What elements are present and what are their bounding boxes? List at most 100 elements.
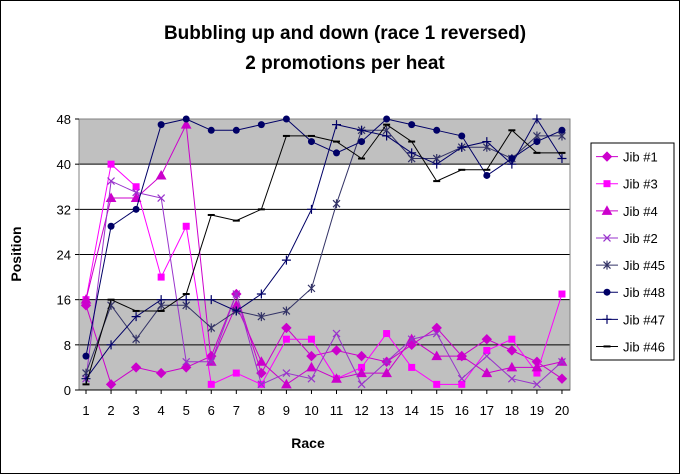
data-point	[206, 295, 216, 305]
data-point	[107, 222, 115, 230]
data-point	[306, 350, 317, 362]
data-point	[482, 352, 491, 361]
data-point	[157, 273, 165, 281]
series-jib-46	[82, 123, 566, 386]
legend-box	[590, 142, 675, 361]
data-point	[256, 289, 266, 299]
data-point	[256, 356, 267, 366]
data-point	[157, 194, 166, 202]
series-line	[85, 123, 562, 385]
data-point	[281, 255, 291, 265]
data-point	[383, 115, 391, 123]
x-tick-label: 19	[530, 403, 544, 418]
x-tick-label: 15	[429, 403, 443, 418]
legend-label: Jib #45	[623, 258, 665, 273]
data-point	[506, 345, 518, 356]
series-jib-2	[82, 177, 566, 389]
legend-marker	[603, 180, 611, 188]
x-tick-label: 14	[404, 403, 418, 418]
data-point	[383, 330, 391, 338]
x-tick-label: 3	[132, 403, 139, 418]
data-point	[132, 334, 141, 344]
data-point	[407, 335, 416, 344]
data-point	[182, 222, 190, 230]
legend-label: Jib #48	[623, 285, 665, 300]
data-point	[307, 138, 315, 146]
data-point	[558, 126, 566, 134]
legend-marker	[603, 234, 611, 242]
y-tick-label: 32	[57, 202, 71, 217]
data-point	[332, 120, 342, 130]
data-point	[358, 363, 366, 371]
x-tick-label: 4	[158, 403, 165, 418]
data-point	[532, 380, 541, 389]
data-point	[182, 357, 191, 366]
data-point	[207, 323, 216, 333]
y-axis-label: Position	[8, 226, 24, 281]
data-point	[282, 335, 290, 343]
data-point	[257, 121, 265, 129]
data-point	[458, 380, 466, 388]
legend-marker	[603, 260, 611, 270]
y-tick-label: 0	[64, 383, 71, 398]
data-point	[105, 379, 117, 390]
data-point	[80, 294, 92, 304]
chart-subtitle: 2 promotions per heat	[245, 53, 445, 74]
data-point	[207, 126, 215, 134]
series-line	[85, 129, 562, 374]
data-point	[231, 306, 241, 316]
data-point	[483, 171, 491, 179]
data-point	[232, 126, 240, 134]
data-point	[532, 114, 542, 124]
legend-item-jib-47: Jib #47	[596, 312, 665, 327]
data-point	[408, 121, 416, 129]
legend-item-jib-48: Jib #48	[596, 285, 665, 300]
data-point	[557, 154, 567, 164]
x-tick-label: 13	[379, 403, 393, 418]
x-tick-label: 9	[283, 403, 290, 418]
legend-label: Jib #2	[623, 231, 658, 246]
data-point	[408, 363, 416, 371]
legend-marker	[603, 288, 611, 296]
data-point	[332, 199, 341, 209]
data-point	[306, 204, 316, 214]
data-point	[155, 169, 167, 180]
data-point	[281, 322, 292, 334]
series-line	[85, 122, 563, 386]
data-point	[156, 295, 166, 305]
data-point	[357, 125, 367, 135]
data-point	[232, 369, 240, 377]
x-tick-label: 2	[107, 403, 114, 418]
x-tick-label: 1	[82, 403, 89, 418]
x-axis-label: Race	[291, 435, 325, 451]
data-point	[431, 322, 442, 334]
legend-label: Jib #46	[623, 339, 665, 354]
data-point	[257, 380, 266, 389]
x-tick-label: 18	[505, 403, 519, 418]
data-point	[333, 149, 341, 157]
x-tick-label: 16	[455, 403, 469, 418]
data-point	[282, 369, 291, 377]
shaded-band	[79, 119, 570, 165]
series-jib-47	[81, 114, 567, 384]
legend-label: Jib #3	[623, 177, 658, 192]
x-tick-label: 17	[480, 403, 494, 418]
data-point	[432, 329, 441, 338]
data-point	[131, 312, 141, 322]
x-tick-label: 5	[183, 403, 190, 418]
series-line	[85, 118, 563, 357]
data-point	[358, 138, 366, 146]
data-point	[82, 352, 90, 360]
data-point	[307, 283, 316, 293]
series-group	[80, 114, 568, 390]
data-point	[331, 345, 342, 356]
data-point	[356, 350, 367, 362]
data-point	[433, 126, 441, 134]
x-tick-label: 12	[354, 403, 368, 418]
x-tick-label: 11	[330, 403, 344, 418]
data-point	[130, 362, 142, 373]
data-point	[182, 115, 190, 123]
data-point	[132, 188, 141, 197]
data-point	[556, 373, 568, 384]
